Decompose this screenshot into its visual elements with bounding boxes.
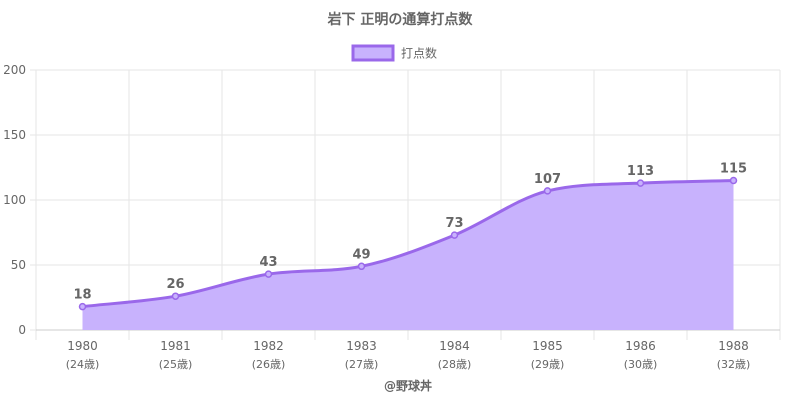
x-tick-label: 1981 xyxy=(160,339,191,353)
credit-text: @野球丼 xyxy=(384,378,432,393)
x-tick-sublabel: (26歳) xyxy=(252,358,286,371)
data-point[interactable] xyxy=(543,187,552,195)
data-label: 113 xyxy=(627,164,654,179)
series-line xyxy=(82,179,734,309)
x-tick-label: 1983 xyxy=(346,339,377,353)
data-label: 107 xyxy=(534,172,561,187)
data-point[interactable] xyxy=(450,231,459,239)
chart-title: 岩下 正明の通算打点数 xyxy=(327,11,474,28)
legend-swatch xyxy=(351,44,395,62)
data-point[interactable] xyxy=(78,302,87,311)
y-tick-label: 100 xyxy=(3,193,26,207)
series-area xyxy=(82,179,734,330)
x-tick-label: 1988 xyxy=(718,339,749,353)
data-label: 115 xyxy=(720,162,747,177)
x-tick-sublabel: (29歳) xyxy=(531,358,565,371)
x-tick-label: 1982 xyxy=(253,339,284,353)
data-label: 26 xyxy=(166,277,184,292)
y-tick-label: 50 xyxy=(11,258,26,272)
x-tick-sublabel: (28歳) xyxy=(438,358,472,371)
data-point[interactable] xyxy=(636,179,645,187)
x-tick-sublabel: (30歳) xyxy=(624,358,658,371)
data-point[interactable] xyxy=(171,292,180,300)
x-tick-label: 1985 xyxy=(532,339,563,353)
y-tick-label: 200 xyxy=(3,63,26,77)
y-tick-label: 150 xyxy=(3,128,26,142)
data-label: 73 xyxy=(445,216,463,231)
axis-labels: 0 50 100 150 200 1980 (24歳) 1981 (25歳) 1982 (26歳) 1… xyxy=(3,63,750,371)
legend[interactable]: 打点数 xyxy=(351,44,437,62)
data-point[interactable] xyxy=(729,176,738,185)
x-tick-sublabel: (24歳) xyxy=(66,358,100,371)
data-label: 18 xyxy=(73,288,91,303)
data-point[interactable] xyxy=(264,270,273,278)
x-tick-label: 1980 xyxy=(67,339,98,353)
data-points xyxy=(78,176,738,311)
x-tick-sublabel: (25歳) xyxy=(159,358,193,371)
data-labels: 18 26 43 49 73 107 113 115 xyxy=(73,162,747,303)
x-tick-sublabel: (27歳) xyxy=(345,358,379,371)
series-fill xyxy=(82,180,734,330)
y-tick-label: 0 xyxy=(18,323,26,337)
x-tick-sublabel: (32歳) xyxy=(717,358,751,371)
data-label: 43 xyxy=(259,255,277,270)
data-point[interactable] xyxy=(357,262,366,271)
legend-label: 打点数 xyxy=(401,46,437,61)
x-tick-label: 1986 xyxy=(625,339,656,353)
x-tick-label: 1984 xyxy=(439,339,470,353)
data-label: 49 xyxy=(352,247,370,262)
